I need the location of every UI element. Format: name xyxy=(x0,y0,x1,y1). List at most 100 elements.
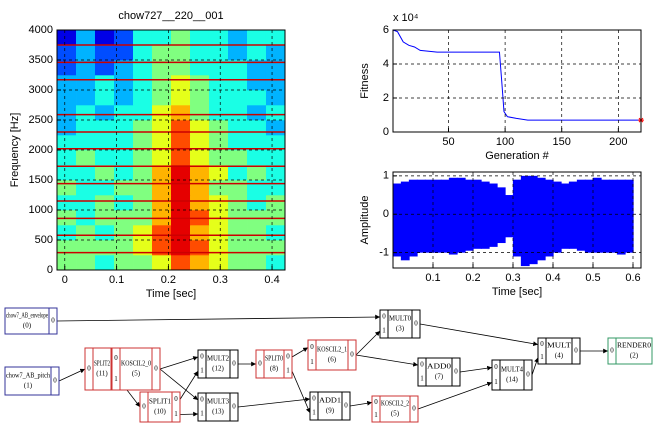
heat-cell xyxy=(171,105,191,121)
heat-cell xyxy=(114,45,134,61)
in-port-label: 1 xyxy=(114,375,118,383)
heat-cell xyxy=(114,150,134,166)
edge xyxy=(56,314,381,322)
heat-cell xyxy=(208,240,229,256)
heat-cell xyxy=(114,30,134,46)
heat-cell xyxy=(151,240,172,256)
heat-cell xyxy=(265,180,286,196)
heat-cell xyxy=(190,135,210,151)
heat-cell xyxy=(265,30,286,46)
heat-cell xyxy=(265,105,286,121)
heat-cell xyxy=(57,90,77,106)
node-id: (11) xyxy=(96,370,108,378)
y-tick-label: 4000 xyxy=(29,24,53,36)
heat-cell xyxy=(133,135,153,151)
heat-cell xyxy=(265,195,286,211)
heat-cell xyxy=(151,150,172,166)
waveform-segment xyxy=(616,179,626,255)
heat-cell xyxy=(76,60,96,76)
heat-cell xyxy=(171,225,191,241)
heat-cell xyxy=(171,135,191,151)
heat-cell xyxy=(247,75,267,91)
heat-cell xyxy=(228,30,248,46)
heat-cell xyxy=(57,225,77,241)
out-port-label: 0 xyxy=(414,320,418,328)
heat-cell xyxy=(228,90,248,106)
heat-cell xyxy=(114,240,134,256)
heat-cell xyxy=(171,240,191,256)
edge xyxy=(355,330,381,356)
x-axis-label: Time [sec] xyxy=(146,288,196,300)
heat-cell xyxy=(76,255,96,271)
heat-cell xyxy=(114,195,134,211)
node-id: (7) xyxy=(435,373,444,381)
x-tick-label: 100 xyxy=(496,136,514,148)
node-label: MULT3 xyxy=(207,398,229,406)
heat-cell xyxy=(190,225,210,241)
heat-cell xyxy=(76,45,96,61)
out-port-label: 0 xyxy=(154,365,158,373)
in-port-label: 1 xyxy=(200,367,204,375)
x-axis-label: Time [sec] xyxy=(492,286,542,298)
y-tick-label: 2500 xyxy=(29,114,53,126)
x-tick-label: 0.2 xyxy=(465,272,480,284)
heat-cell xyxy=(208,120,229,136)
waveform-segment xyxy=(592,177,602,253)
node-label: RENDER0 xyxy=(617,342,652,350)
plot-frame xyxy=(56,29,286,271)
y-tick-label: -1 xyxy=(379,247,389,259)
heat-cell xyxy=(171,120,191,136)
y-tick-label: 0 xyxy=(383,208,389,220)
out-port-label: 0 xyxy=(574,347,578,355)
heat-cell xyxy=(114,60,134,76)
x-tick-label: 0.3 xyxy=(505,272,520,284)
x-axis-label: Generation # xyxy=(485,150,549,162)
waveform-segment xyxy=(440,179,450,253)
node-box xyxy=(607,337,653,365)
node-box xyxy=(309,391,351,421)
node-id: (1) xyxy=(24,382,33,390)
in-port-label: 1 xyxy=(200,410,204,418)
in-port-label: 0 xyxy=(540,340,544,348)
heat-cell xyxy=(94,75,115,91)
waveform-segment xyxy=(576,179,586,251)
heat-cell xyxy=(94,105,115,121)
node-box xyxy=(197,349,239,379)
in-port-label: 1 xyxy=(382,327,386,335)
waveform-segment xyxy=(504,195,514,238)
diagram: 0chow7_AB_envelope(0)0chow7_AB_pitch(1)0… xyxy=(4,307,653,423)
node-label: SPLIT2 xyxy=(94,360,110,368)
out-port-label: 0 xyxy=(286,353,290,361)
heat-cell xyxy=(208,165,229,181)
heat-cell xyxy=(57,255,77,271)
in-port-label: 1 xyxy=(540,353,544,361)
edge xyxy=(355,354,419,367)
heat-cell xyxy=(190,60,210,76)
heat-cell xyxy=(94,225,115,241)
y-tick-label: 500 xyxy=(35,234,53,246)
heat-cell xyxy=(76,30,96,46)
heat-cell xyxy=(265,165,286,181)
heat-cell xyxy=(247,135,267,151)
node-label: KOSCIL2_2 xyxy=(381,400,409,408)
in-port-label: 0 xyxy=(200,396,204,404)
heat-cell xyxy=(151,45,172,61)
out-port-label: 0 xyxy=(174,395,178,403)
out-port-label: 0 xyxy=(454,368,458,376)
in-port-label: 0 xyxy=(87,365,91,373)
waveform-segment xyxy=(552,181,562,253)
edge xyxy=(459,365,493,373)
heat-cell xyxy=(247,150,267,166)
heat-cell xyxy=(228,165,248,181)
waveform-segment xyxy=(584,179,594,253)
heat-cell xyxy=(228,45,248,61)
heat-cell xyxy=(94,45,115,61)
node-box xyxy=(379,309,421,339)
heat-cell xyxy=(265,225,286,241)
out-port-label: 0 xyxy=(412,405,416,413)
waveform-segment xyxy=(568,181,578,249)
heat-cell xyxy=(247,195,267,211)
